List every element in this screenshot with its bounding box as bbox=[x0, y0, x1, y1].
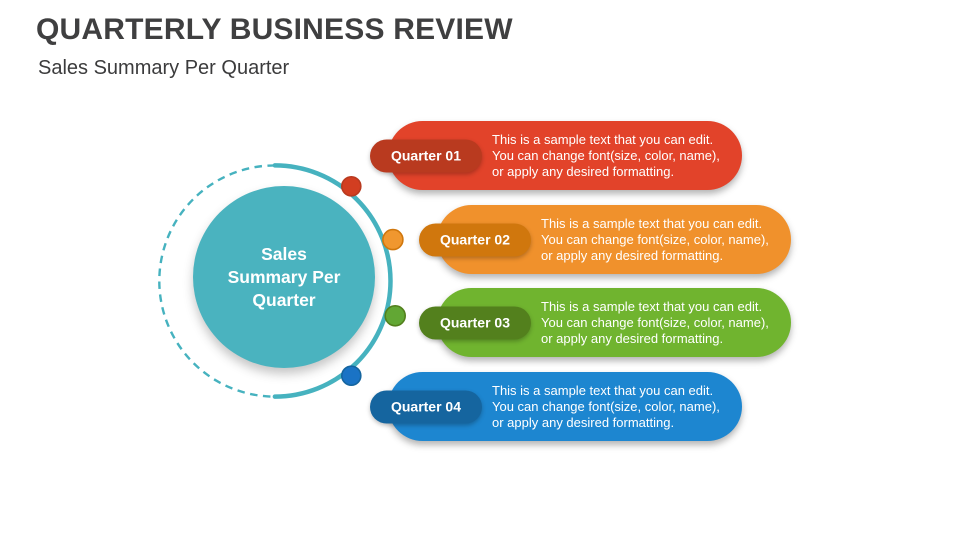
quarter-1-text-line: You can change font(size, color, name), bbox=[492, 147, 720, 163]
center-circle-label-line: Quarter bbox=[252, 289, 316, 310]
quarter-1-badge: Quarter 01 bbox=[370, 139, 482, 172]
quarter-2-text-line: or apply any desired formatting. bbox=[541, 247, 724, 263]
quarter-4-text-line: This is a sample text that you can edit. bbox=[492, 382, 714, 398]
quarter-2-badge-label: Quarter 02 bbox=[439, 231, 511, 248]
quarter-1-text-line: or apply any desired formatting. bbox=[492, 163, 675, 179]
quarter-3-text-line: You can change font(size, color, name), bbox=[541, 314, 769, 330]
quarter-row-4: Quarter 04 This is a sample text that yo… bbox=[370, 372, 742, 441]
quarter-4-dot bbox=[340, 365, 362, 387]
slide-subtitle: Sales Summary Per Quarter bbox=[38, 57, 290, 79]
quarter-4-text: This is a sample text that you can edit.… bbox=[492, 383, 720, 431]
quarter-4-badge: Quarter 04 bbox=[370, 390, 482, 423]
quarter-3-text-line: This is a sample text that you can edit. bbox=[541, 298, 763, 314]
quarter-3-badge: Quarter 03 bbox=[419, 306, 531, 339]
orbit-ring bbox=[158, 163, 407, 399]
quarter-2-text-line: You can change font(size, color, name), bbox=[541, 231, 769, 247]
quarter-row-1: Quarter 01 This is a sample text that yo… bbox=[370, 121, 742, 190]
center-circle-label-line: Summary Per bbox=[227, 266, 341, 287]
quarter-2-dot bbox=[382, 228, 404, 251]
slide-title: QUARTERLY BUSINESS REVIEW bbox=[36, 13, 513, 46]
center-circle-label-line: Sales bbox=[261, 243, 307, 264]
quarter-4-badge-label: Quarter 04 bbox=[390, 398, 462, 415]
quarter-row-2: Quarter 02 This is a sample text that yo… bbox=[419, 205, 791, 274]
quarter-3-text-line: or apply any desired formatting. bbox=[541, 330, 724, 346]
quarter-2-text-line: This is a sample text that you can edit. bbox=[541, 215, 763, 231]
quarter-3-dot bbox=[384, 304, 407, 327]
quarter-3-badge-label: Quarter 03 bbox=[439, 314, 511, 331]
quarter-1-badge-label: Quarter 01 bbox=[390, 147, 462, 164]
center-circle: Sales Summary Per Quarter bbox=[193, 186, 375, 368]
quarter-2-text: This is a sample text that you can edit.… bbox=[541, 216, 769, 264]
quarter-1-text: This is a sample text that you can edit.… bbox=[492, 132, 720, 180]
quarter-1-text-line: This is a sample text that you can edit. bbox=[492, 131, 714, 147]
center-circle-label: Sales Summary Per Quarter bbox=[228, 243, 341, 312]
quarter-1-dot bbox=[340, 176, 362, 197]
ring-solid-arc bbox=[272, 163, 393, 399]
ring-dashed-arc bbox=[158, 164, 275, 398]
quarter-3-text: This is a sample text that you can edit.… bbox=[541, 299, 769, 347]
quarter-row-3: Quarter 03 This is a sample text that yo… bbox=[419, 288, 791, 357]
quarter-2-badge: Quarter 02 bbox=[419, 223, 531, 256]
quarter-4-text-line: You can change font(size, color, name), bbox=[492, 398, 720, 414]
quarter-4-text-line: or apply any desired formatting. bbox=[492, 414, 675, 430]
